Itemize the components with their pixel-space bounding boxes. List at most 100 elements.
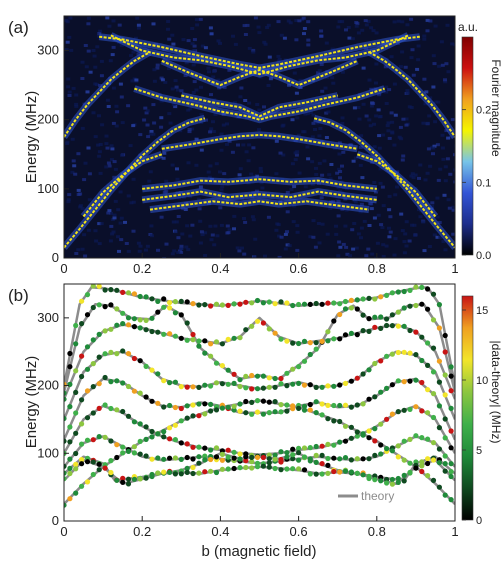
panel-b-point [272,330,278,336]
panel-b-point [366,316,372,322]
panel-b-point [301,403,308,409]
panel-b-xtick-3: 0.6 [290,524,308,539]
panel-a-ytick-0: 0 [52,250,59,265]
panel-b-point [243,373,249,379]
panel-b-point [260,300,266,306]
panel-b-point [149,473,155,480]
panel-b-point [125,383,132,390]
panel-b-point [442,372,448,378]
panel-a-colorbar-tick-1: 0.1 [476,177,491,189]
panel-b-point [184,320,190,326]
panel-b-point [84,479,91,485]
panel-b-point [266,452,272,458]
panel-b-point [430,317,437,323]
panel-b-point [337,439,343,445]
panel-a-band-8 [161,133,358,150]
panel-b-point [219,457,225,463]
panel-b-point [419,468,425,475]
panel-b-point [219,405,225,411]
panel-b-point [407,303,413,309]
panel-b-point [448,388,454,394]
panel-a-band-4 [134,87,385,121]
panel-b-point [79,483,85,489]
panel-b-point [79,298,85,304]
panel-b-point [131,316,137,322]
panel-b-point [284,408,290,414]
panel-b-point [284,338,290,344]
panel-b-legend: theory [338,489,394,503]
panel-b-point [325,329,331,335]
panel-b-point [266,299,272,305]
panel-b-point [284,402,290,408]
panel-b-point [67,381,73,387]
panel-b-point [272,409,278,415]
panel-b-point [114,351,120,357]
panel-b-point [413,284,419,290]
panel-b-point [79,321,85,327]
panel-b-point [96,284,102,289]
panel-b-point [337,301,343,307]
panel-b-point [319,471,325,477]
panel-b-point [178,405,184,412]
panel-b-point [401,288,407,295]
panel-b-point [213,301,220,307]
panel-b-point [325,470,331,476]
panel-b-point [155,455,161,461]
panel-b-point [301,467,308,473]
panel-b-point [243,458,249,464]
panel-b-point [225,367,231,373]
panel-b-point [425,436,431,442]
panel-b-y-axis: 0 100 200 300 [37,310,69,528]
panel-b-point [108,287,114,293]
panel-b-point [448,373,454,379]
panel-b-point [155,470,161,476]
panel-b-label: (b) [8,286,29,305]
panel-b-point [190,301,196,307]
panel-b-point [73,461,79,467]
panel-b-point [102,304,108,310]
panel-b-point [331,418,337,424]
panel-b-point [272,452,278,458]
panel-b-point [108,405,114,412]
panel-b-point [67,364,73,370]
panel-b-point [64,476,67,482]
panel-b-point [419,284,425,290]
panel-b-point [296,340,302,347]
panel-b-point [64,415,67,422]
panel-b-point [401,379,407,385]
panel-b-point [331,442,337,448]
panel-b-point [96,302,102,308]
panel-b-point [213,469,220,476]
panel-b-point [178,440,184,446]
panel-b-point [231,301,237,307]
panel-b-point [296,445,302,451]
panel-b-point [325,338,331,344]
panel-b-point [407,287,413,293]
panel-b-point [319,384,325,390]
panel-b-point [125,481,132,487]
panel-b-point [436,484,442,490]
panel-a-bands [64,32,455,250]
panel-a-band-3 [181,94,338,118]
panel-b-point [407,436,413,442]
panel-b-point [184,469,190,475]
panel-b-point [384,480,390,486]
panel-b-point [301,454,308,460]
panel-b-point [284,300,290,306]
panel-b-point [372,438,378,444]
panel-b-point [73,450,79,457]
panel-b-point [208,408,214,414]
panel-b-colorbar-bar [461,295,474,521]
panel-b-point [372,477,378,483]
panel-a-band-6 [142,190,377,201]
panel-b-point [395,378,401,384]
panel-b-point [372,426,378,432]
panel-b-point [225,404,231,410]
panel-b-point [155,431,161,437]
panel-b-point [272,301,278,307]
panel-b-point [202,350,208,356]
panel-a-colorbar: a.u. 0.0 0.1 0.2 Fourier magnitude [458,20,503,262]
panel-b-point [389,323,395,329]
panel-b-point [73,490,79,496]
panel-b-point [278,375,284,382]
